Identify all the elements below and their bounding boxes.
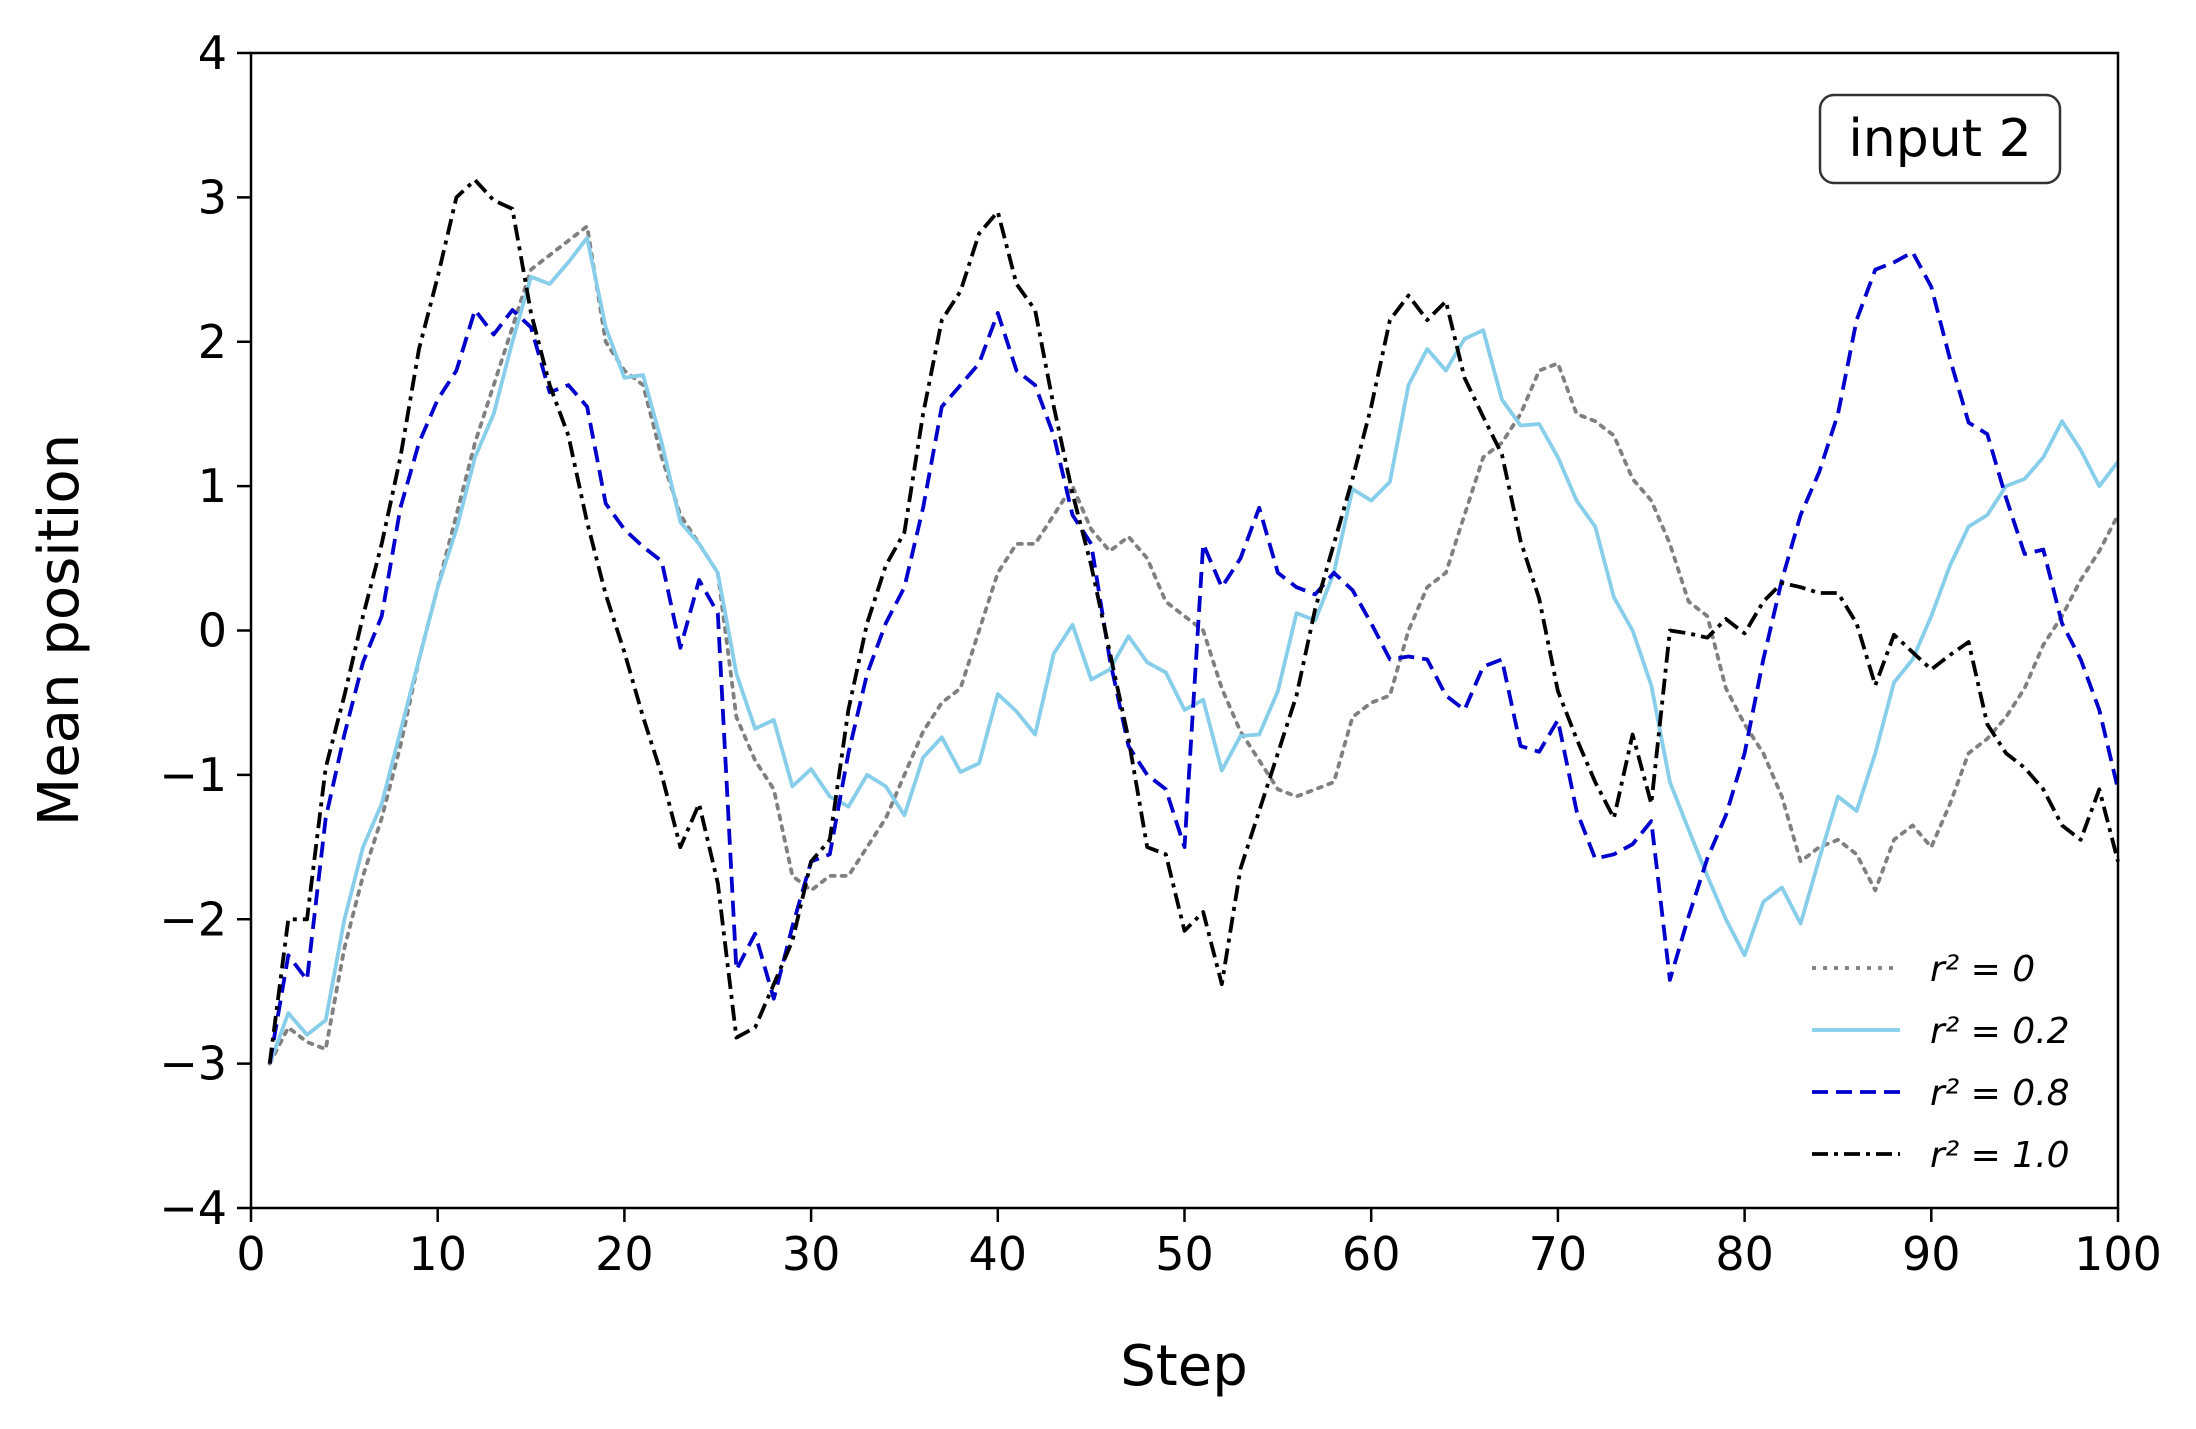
x-tick-label: 0 (236, 1227, 265, 1281)
y-tick-label: −3 (159, 1037, 227, 1091)
x-tick-label: 80 (1715, 1227, 1774, 1281)
plot-area (249, 51, 2120, 1210)
legend-label-1: r² = 0 (1930, 949, 2035, 990)
series-line-2 (267, 235, 2120, 1065)
plot-frame (249, 51, 2120, 1210)
series-layer (267, 178, 2120, 1066)
y-axis: −4 −3 −2 −1 0 1 2 3 4 (159, 26, 251, 1235)
y-tick-label: 1 (198, 459, 227, 513)
x-tick-label: 90 (1902, 1227, 1961, 1281)
y-axis-title: Mean position (27, 434, 92, 826)
annotation-box: input 2 (1818, 93, 2062, 185)
legend: r² = 0 r² = 0.2 r² = 0.8 r² = 1.0 (1812, 949, 2070, 1176)
x-tick-label: 30 (782, 1227, 841, 1281)
annotation-label: input 2 (1848, 109, 2031, 169)
x-tick-label: 50 (1155, 1227, 1214, 1281)
series-line-3 (267, 250, 2120, 1064)
legend-label-2: r² = 0.2 (1930, 1011, 2070, 1052)
x-axis-title: Step (1120, 1334, 1248, 1399)
x-tick-label: 20 (595, 1227, 654, 1281)
y-tick-label: 3 (198, 170, 227, 224)
x-tick-label: 10 (408, 1227, 467, 1281)
x-tick-label: 100 (2074, 1227, 2162, 1281)
y-tick-label: 4 (198, 26, 227, 80)
x-tick-label: 40 (969, 1227, 1028, 1281)
series-line-1 (267, 224, 2120, 1066)
y-tick-label: −1 (159, 748, 227, 802)
y-tick-label: 0 (198, 604, 227, 658)
x-tick-label: 70 (1529, 1227, 1588, 1281)
series-line-4 (267, 178, 2120, 1064)
annotation-frame (1818, 93, 2062, 185)
y-tick-label: 2 (198, 315, 227, 369)
x-tick-label: 60 (1342, 1227, 1401, 1281)
x-axis: 0 10 20 30 40 50 60 70 80 90 100 (236, 1208, 2162, 1281)
legend-label-4: r² = 1.0 (1930, 1135, 2070, 1176)
legend-label-3: r² = 0.8 (1930, 1073, 2070, 1114)
y-tick-label: −2 (159, 892, 227, 946)
y-tick-label: −4 (159, 1181, 227, 1235)
